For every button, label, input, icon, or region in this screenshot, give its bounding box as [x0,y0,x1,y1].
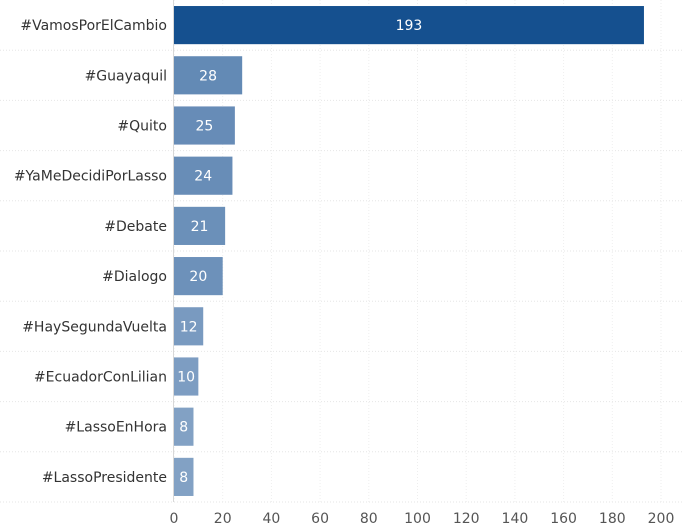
category-label: #Debate [104,219,167,235]
bar[interactable] [174,257,223,296]
bar[interactable] [174,206,226,245]
bar[interactable] [174,6,644,45]
bar[interactable] [174,56,243,95]
category-label: #Dialogo [102,269,167,285]
bar[interactable] [174,106,235,145]
x-tick-label: 20 [214,511,232,527]
x-tick-label: 0 [170,511,179,527]
bar[interactable] [174,307,204,346]
bar-value-label: 20 [189,269,207,285]
x-tick-label: 60 [311,511,329,527]
bar-value-label: 8 [179,420,188,436]
category-label: #LassoPresidente [42,470,167,486]
x-tick-label: 40 [262,511,280,527]
bar-value-label: 10 [177,370,195,386]
category-label: #HaySegundaVuelta [22,319,167,335]
bar-value-label: 24 [194,169,212,185]
x-tick-label: 160 [550,511,577,527]
x-tick-label: 180 [599,511,626,527]
grid-lines [0,0,682,503]
category-label: #VamosPorElCambio [20,18,167,34]
bar[interactable] [174,407,194,446]
bars: 193 28 25 24 21 20 12 10 8 8 [174,6,644,496]
bar-value-label: 21 [191,219,209,235]
bar[interactable] [174,457,194,496]
category-label: #Guayaquil [85,68,167,84]
bar[interactable] [174,357,199,396]
x-tick-label: 100 [404,511,431,527]
bar-value-label: 25 [196,119,214,135]
bar-value-label: 193 [396,18,423,34]
bar-value-label: 12 [180,319,198,335]
x-tick-label: 200 [648,511,675,527]
bar-value-label: 28 [199,68,217,84]
x-axis-ticks: 0 20 40 60 80 100 120 140 160 180 200 [170,511,675,527]
bar-value-label: 8 [179,470,188,486]
category-labels: #VamosPorElCambio #Guayaquil #Quito #YaMeDe… [14,18,167,486]
category-label: #EcuadorConLilian [34,370,167,386]
category-label: #YaMeDecidiPorLasso [14,169,167,185]
category-label: #LassoEnHora [65,420,167,436]
x-tick-label: 120 [453,511,480,527]
bar[interactable] [174,156,233,195]
x-tick-label: 140 [502,511,529,527]
x-tick-label: 80 [360,511,378,527]
category-label: #Quito [117,119,167,135]
